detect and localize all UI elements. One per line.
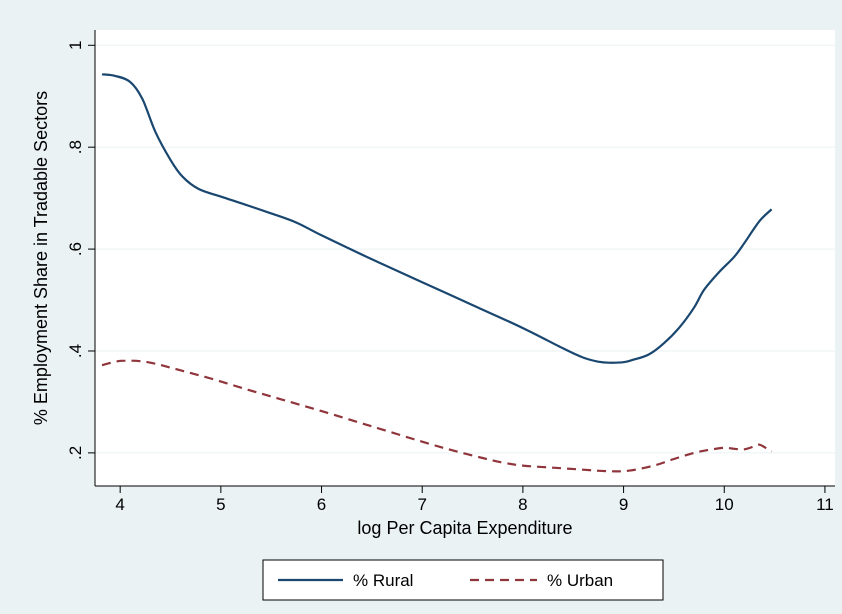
y-tick-label: 1 bbox=[66, 41, 85, 50]
legend-label-urban: % Urban bbox=[547, 571, 613, 590]
y-tick-label: .8 bbox=[66, 140, 85, 154]
x-tick-label: 5 bbox=[216, 495, 225, 514]
x-tick-label: 8 bbox=[518, 495, 527, 514]
y-ticks: .2 .4 .6 .8 1 bbox=[66, 41, 95, 460]
x-tick-label: 7 bbox=[417, 495, 426, 514]
y-axis-title: % Employment Share in Tradable Sectors bbox=[31, 91, 51, 425]
grid-lines bbox=[95, 44, 835, 454]
axes bbox=[94, 30, 835, 487]
x-ticks: 4 5 6 7 8 9 10 11 bbox=[115, 486, 834, 514]
y-tick-label: .6 bbox=[66, 242, 85, 256]
legend: % Rural % Urban bbox=[262, 559, 664, 601]
x-tick-label: 11 bbox=[816, 495, 834, 514]
series-lines bbox=[101, 73, 773, 473]
plot-area bbox=[95, 30, 835, 486]
x-axis-title: log Per Capita Expenditure bbox=[357, 518, 572, 538]
y-tick-label: .2 bbox=[66, 446, 85, 460]
series-line-urban bbox=[101, 359, 773, 473]
legend-label-rural: % Rural bbox=[353, 571, 413, 590]
x-tick-label: 4 bbox=[115, 495, 124, 514]
x-tick-label: 9 bbox=[619, 495, 628, 514]
x-tick-label: 6 bbox=[317, 495, 326, 514]
x-tick-label: 10 bbox=[715, 495, 734, 514]
series-line-rural bbox=[101, 73, 773, 364]
y-tick-label: .4 bbox=[66, 344, 85, 358]
